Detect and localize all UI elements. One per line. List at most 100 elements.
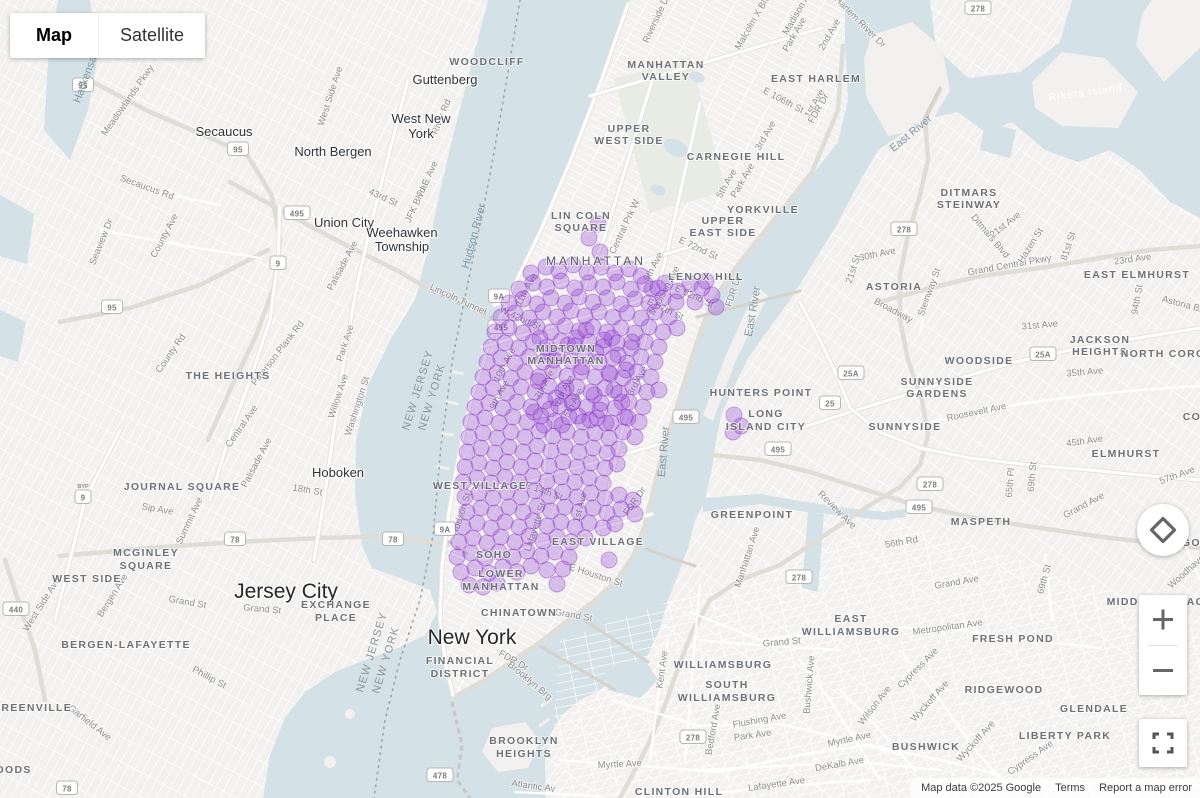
shield-badge [269, 255, 287, 270]
data-dot [544, 427, 562, 445]
data-dot [568, 488, 586, 506]
data-dot [697, 272, 715, 290]
data-dot [510, 280, 528, 298]
map-button[interactable]: Map [10, 13, 98, 58]
pier [540, 740, 553, 751]
data-dot [506, 533, 524, 551]
data-dot [520, 309, 538, 327]
motorway [227, 179, 435, 294]
pan-control[interactable] [1137, 504, 1189, 556]
data-dot [552, 513, 570, 531]
data-dot [524, 333, 542, 351]
shield-badge [890, 221, 918, 236]
shield-badge [56, 780, 78, 795]
data-dot [566, 337, 584, 355]
data-dot [482, 474, 500, 492]
report-error-link[interactable]: Report a map error [1099, 782, 1192, 794]
data-dot [587, 343, 605, 361]
shield-number: 78 [230, 536, 240, 545]
data-dot [604, 349, 622, 367]
data-dot [598, 504, 616, 522]
data-dot [516, 428, 534, 446]
map-data-text: Map data ©2025 Google [921, 782, 1042, 794]
data-dot [466, 559, 484, 577]
place-label: JOURNAL SQUARE [124, 481, 241, 493]
data-dot [539, 343, 557, 361]
data-dot [530, 368, 548, 386]
data-dot [559, 336, 577, 354]
route-shield: 478 [426, 767, 454, 782]
zoom-out-button[interactable] [1139, 646, 1187, 696]
data-dot [502, 369, 520, 387]
data-dot [529, 372, 547, 390]
place-label: GREENVILLE [0, 702, 72, 714]
street [648, 638, 670, 762]
place-label: LOWER MANHATTAN [462, 568, 539, 593]
place-label: RIDGEWOOD [965, 684, 1044, 696]
zoom-in-button[interactable] [1139, 595, 1187, 645]
shield-number: 9A [494, 293, 505, 302]
shield-badge [382, 531, 404, 546]
governors-island [482, 722, 540, 772]
data-dot [556, 438, 574, 456]
data-dot [572, 428, 590, 446]
data-dot [620, 393, 638, 411]
terms-link[interactable]: Terms [1055, 782, 1086, 794]
battery-tunnel [450, 701, 472, 798]
data-dot [486, 323, 504, 341]
data-dot [530, 422, 548, 440]
place-label: LENOX HILL [668, 271, 743, 283]
shield-badge [916, 476, 944, 491]
place-label: GREENPOINT [711, 509, 793, 521]
data-dot [524, 512, 542, 530]
data-dot [546, 412, 564, 430]
data-dot [450, 533, 468, 551]
data-dot [626, 324, 644, 342]
data-dot [488, 574, 506, 592]
satellite-button[interactable]: Satellite [98, 13, 205, 58]
data-dot [524, 274, 542, 292]
pier [440, 432, 454, 437]
place-label: MIDTOWN MANHATTAN [527, 343, 604, 367]
data-dot [524, 467, 542, 485]
data-dot [458, 503, 476, 521]
data-dot [541, 400, 559, 418]
data-dot [544, 362, 562, 380]
data-dot [482, 338, 500, 356]
data-dot [582, 383, 600, 401]
data-dot [573, 358, 591, 376]
data-dot [589, 215, 607, 233]
data-dot [550, 397, 568, 415]
data-dot [554, 382, 572, 400]
data-dot [494, 558, 512, 576]
data-dot [484, 379, 502, 397]
road-label: Grand St [243, 602, 282, 616]
data-dot [588, 409, 606, 427]
pier [436, 464, 450, 471]
pier [341, 462, 355, 466]
data-dot [596, 459, 614, 477]
road [793, 326, 1200, 432]
data-dot [598, 444, 616, 462]
data-dot [542, 502, 560, 520]
small-island [1018, 62, 1026, 70]
zoom-divider [1148, 644, 1178, 646]
data-dot [538, 472, 556, 490]
shield-badge [672, 409, 700, 424]
data-dot [528, 497, 546, 515]
data-dot [608, 455, 626, 473]
data-dot [516, 363, 534, 381]
data-dot [548, 308, 566, 326]
data-dot [492, 308, 510, 326]
data-dot [654, 323, 672, 341]
holland-tunnel [447, 539, 471, 558]
data-dot [707, 298, 725, 316]
data-dot [584, 439, 602, 457]
data-dot [642, 368, 660, 386]
fullscreen-button[interactable] [1139, 719, 1187, 767]
williamsburg-bridge [644, 547, 697, 568]
data-dot [594, 338, 612, 356]
